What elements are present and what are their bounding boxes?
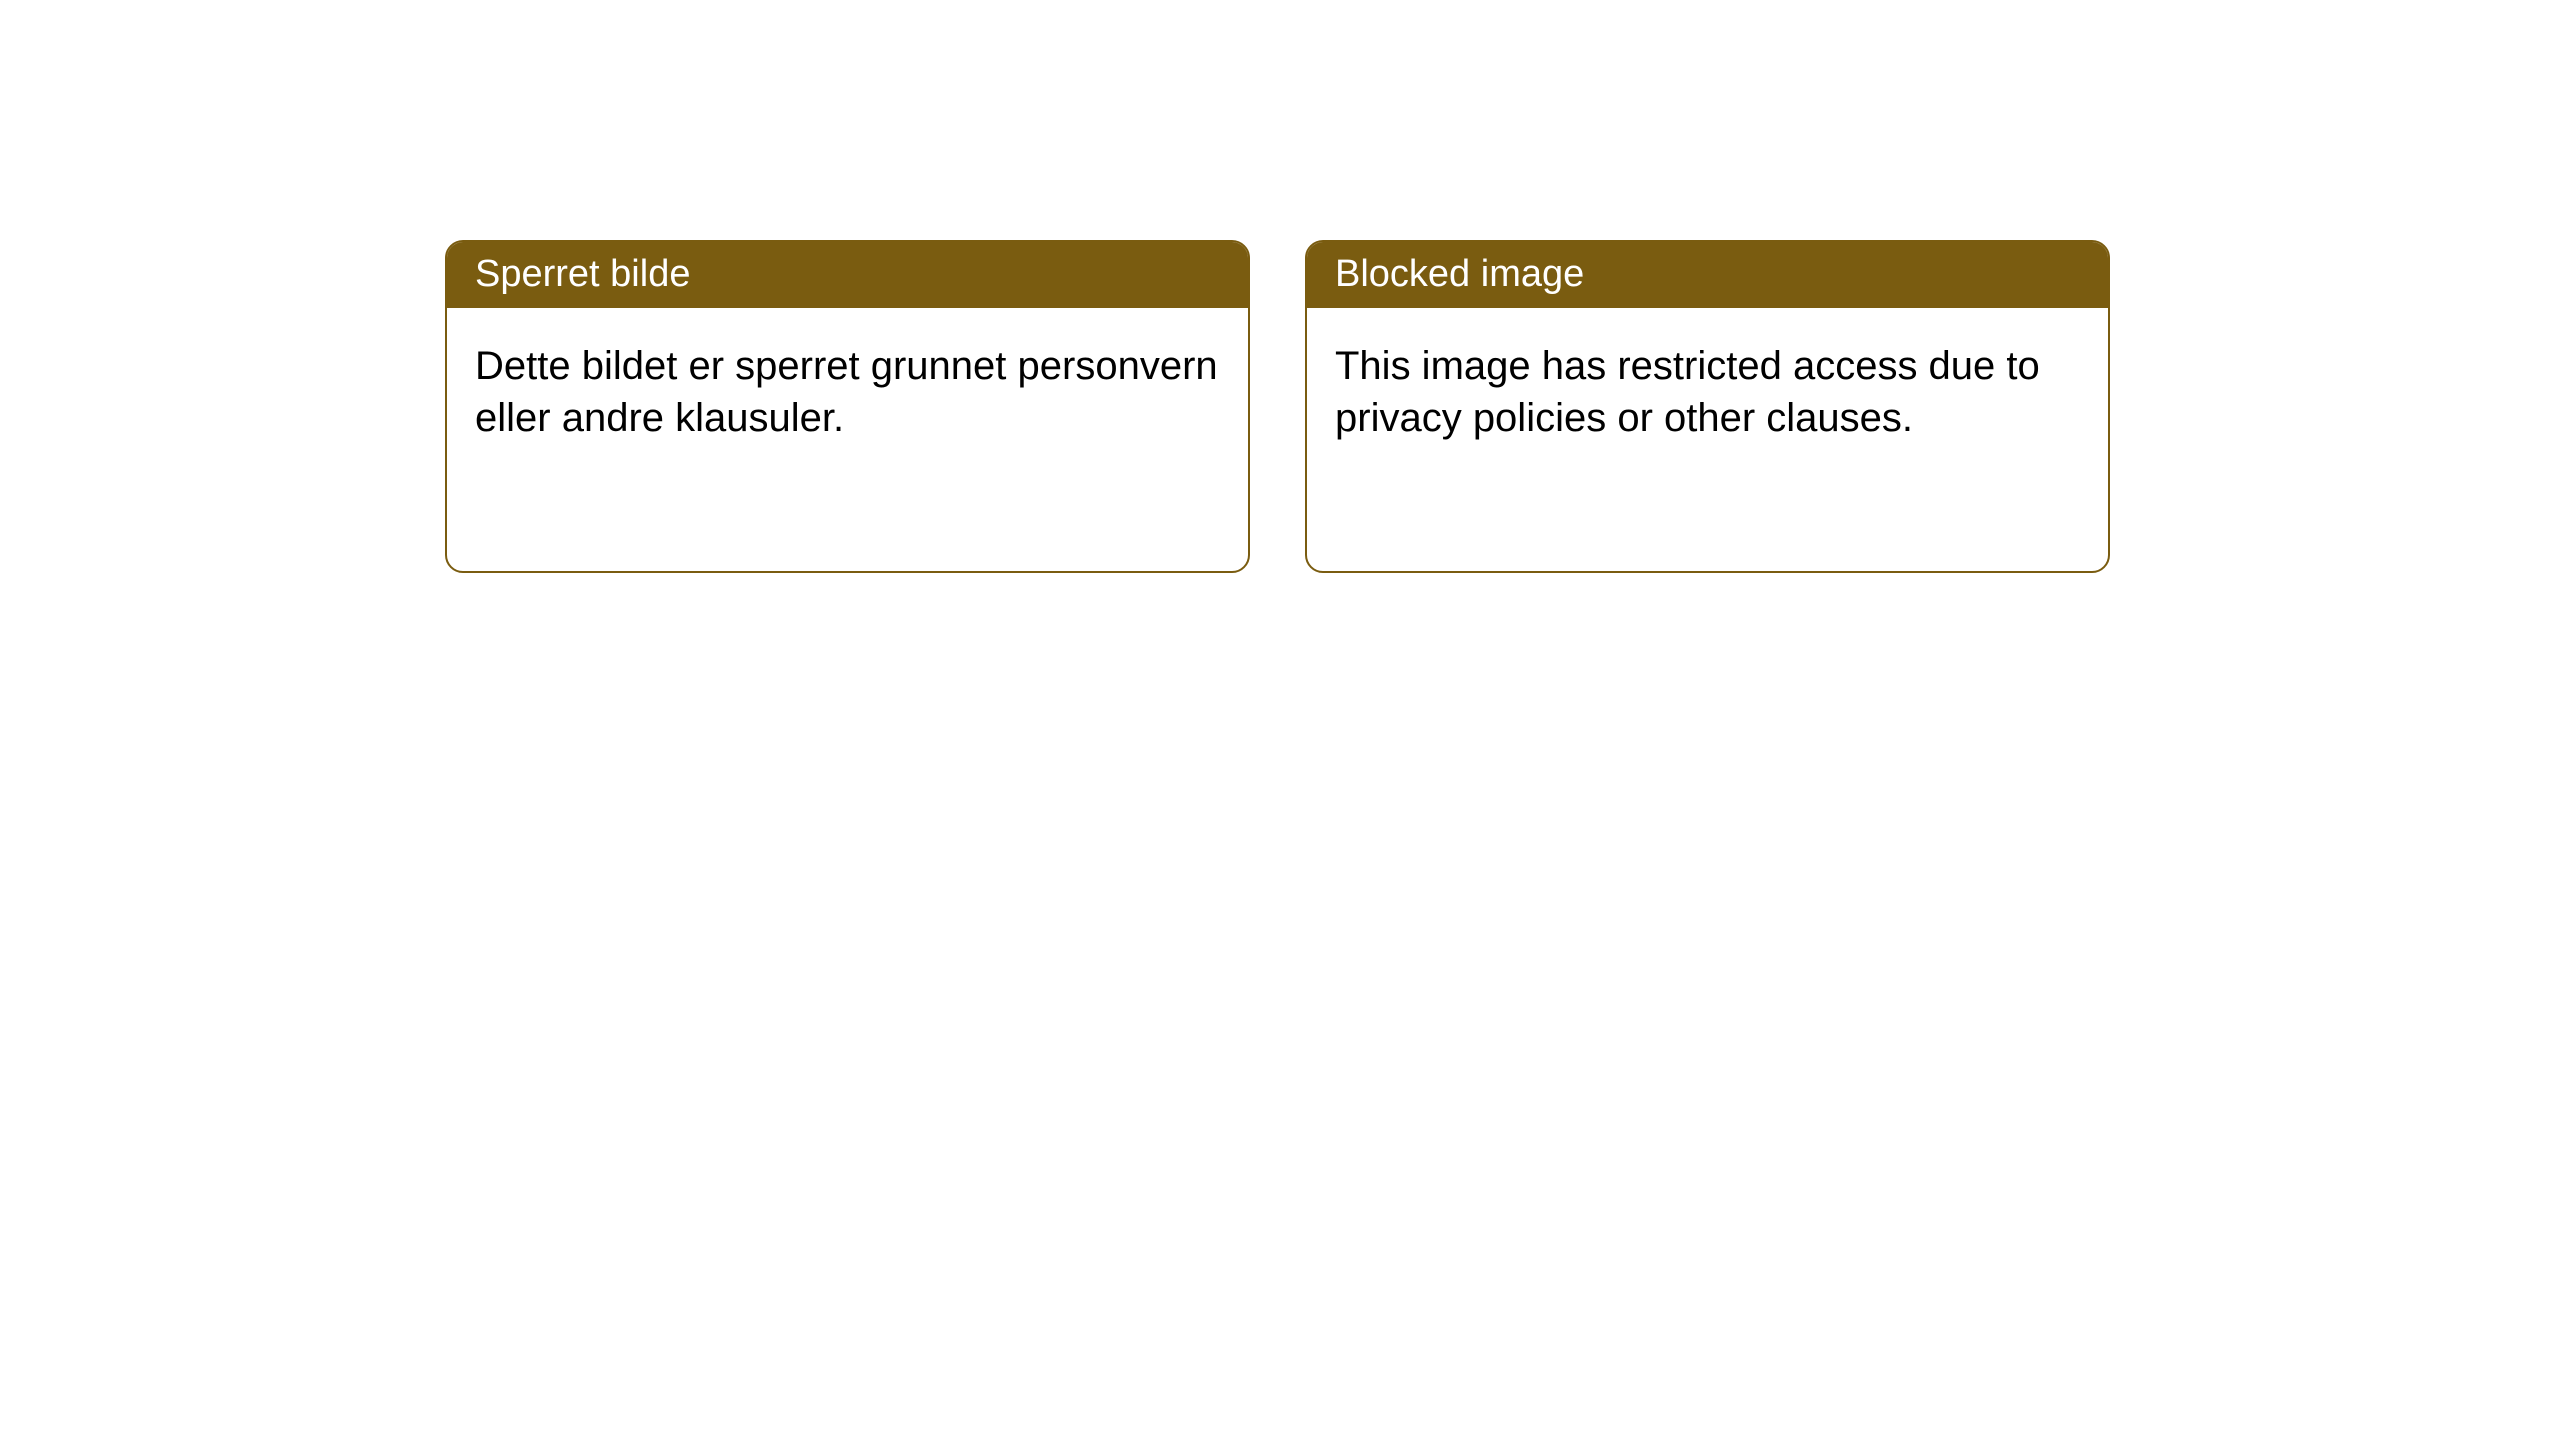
notice-card-english: Blocked image This image has restricted …: [1305, 240, 2110, 573]
notice-title: Sperret bilde: [475, 253, 690, 295]
notice-message: Dette bildet er sperret grunnet personve…: [475, 344, 1218, 440]
notice-body: This image has restricted access due to …: [1307, 308, 2108, 476]
notice-card-norwegian: Sperret bilde Dette bildet er sperret gr…: [445, 240, 1250, 573]
notice-container: Sperret bilde Dette bildet er sperret gr…: [445, 240, 2110, 573]
notice-header: Blocked image: [1307, 242, 2108, 308]
notice-message: This image has restricted access due to …: [1335, 344, 2040, 440]
notice-header: Sperret bilde: [447, 242, 1248, 308]
notice-title: Blocked image: [1335, 253, 1584, 295]
notice-body: Dette bildet er sperret grunnet personve…: [447, 308, 1248, 476]
